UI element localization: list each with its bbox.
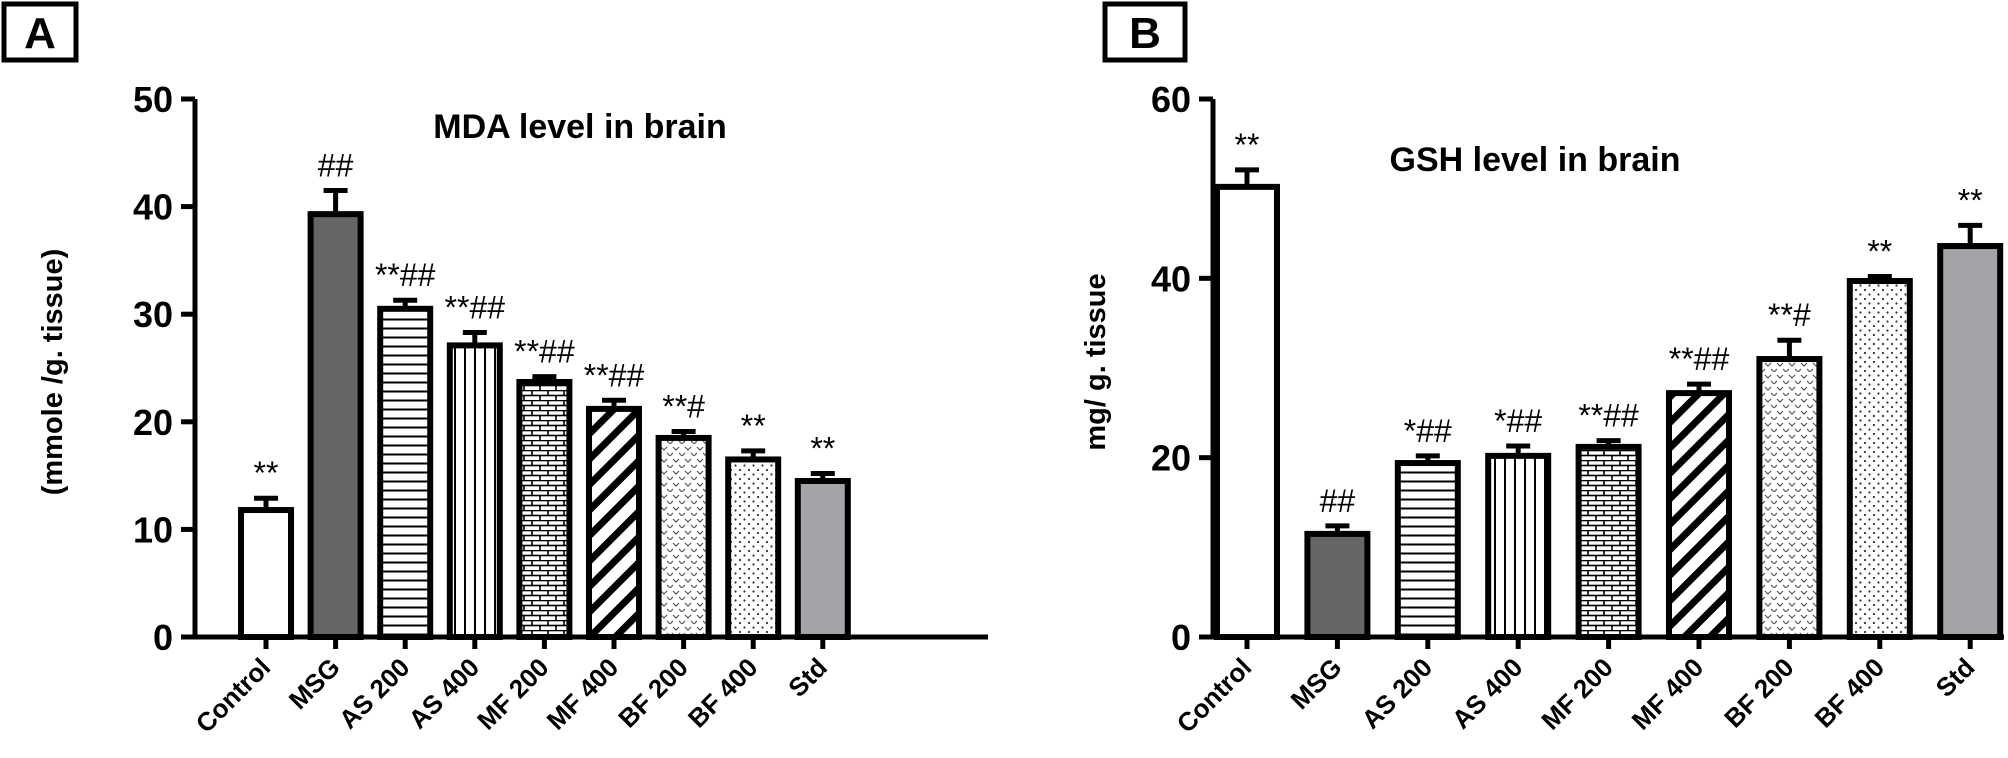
significance-label: **# [1768, 297, 1811, 333]
panel-label-box [1102, 1, 1188, 63]
significance-label: *## [1404, 413, 1452, 449]
bar [586, 405, 642, 640]
y-axis-ticks: 0 10 20 30 40 50 [133, 79, 195, 658]
y-tick-label: 20 [1151, 438, 1191, 479]
bar [1666, 390, 1732, 640]
bar [1485, 452, 1552, 640]
significance-label: ** [1235, 127, 1260, 163]
bar [307, 211, 364, 641]
category-label: Std [1930, 652, 1981, 703]
bar [238, 507, 294, 641]
significance-label: ## [318, 147, 354, 183]
y-tick-label: 40 [1151, 258, 1191, 299]
y-tick-label: 20 [133, 402, 173, 443]
category-label: MF 200 [471, 652, 555, 736]
category-label: BF 400 [682, 652, 764, 734]
y-tick-label: 10 [133, 509, 173, 550]
category-label: BF 200 [1718, 652, 1800, 734]
panel-label: A [24, 9, 56, 58]
significance-labels: **##**##**##**##**##**#**** [254, 147, 836, 491]
significance-label: **## [514, 334, 575, 370]
panel-a: A MDA level in brain (mmole /g. tissue) … [1, 1, 988, 739]
category-label: MF 200 [1535, 652, 1619, 736]
category-label: Control [1171, 652, 1258, 739]
bar [1214, 183, 1280, 641]
significance-label: **# [662, 388, 705, 424]
y-axis-label: mg/ g. tissue [1080, 273, 1112, 450]
y-axis-label: (mmole /g. tissue) [37, 249, 69, 496]
category-label: BF 200 [612, 652, 694, 734]
significance-label: ## [1320, 483, 1356, 519]
category-label: MF 400 [541, 652, 625, 736]
y-tick-label: 40 [133, 187, 173, 228]
significance-labels: **##*## *## **##**##**#**** [1235, 127, 1983, 519]
bar [1304, 530, 1371, 641]
panel-label-box [1, 1, 79, 63]
significance-label: **## [584, 357, 645, 393]
bar [655, 434, 712, 640]
chart-title: GSH level in brain [1390, 141, 1681, 179]
category-label: Std [782, 652, 833, 703]
significance-label: ** [810, 430, 835, 466]
y-tick-label: 0 [1171, 617, 1191, 658]
significance-label: **## [1578, 398, 1639, 434]
category-label: AS 400 [1446, 652, 1529, 735]
significance-label: **## [375, 257, 436, 293]
y-tick-label: 50 [133, 79, 173, 120]
significance-label: ** [254, 455, 279, 491]
significance-label: ** [1867, 234, 1892, 270]
category-label: Control [190, 652, 277, 739]
category-label: MSG [1285, 652, 1348, 715]
panel-b: B GSH level in brain mg/ g. tissue 0 20 40… [1080, 1, 2004, 739]
bar [377, 305, 434, 640]
significance-label: ** [741, 408, 766, 444]
y-tick-label: 0 [153, 617, 173, 658]
significance-label: *## [1494, 403, 1542, 439]
panel-label: B [1129, 9, 1161, 58]
bar [1575, 443, 1642, 641]
y-axis-ticks: 0 20 40 60 [1151, 79, 1213, 658]
category-label: MSG [283, 652, 346, 715]
bar [1394, 460, 1461, 640]
significance-label: ** [1958, 182, 1983, 218]
bar [1756, 356, 1823, 640]
bar [725, 456, 782, 640]
chart-title: MDA level in brain [433, 108, 726, 146]
category-label: BF 400 [1809, 652, 1891, 734]
category-label: MF 400 [1626, 652, 1710, 736]
category-label: AS 200 [333, 652, 416, 735]
bars [1214, 167, 2004, 641]
bar [446, 342, 503, 640]
category-label: AS 400 [402, 652, 485, 735]
significance-label: **## [1669, 341, 1730, 377]
y-tick-label: 60 [1151, 79, 1191, 120]
category-label: AS 200 [1355, 652, 1438, 735]
bar [1937, 243, 2004, 640]
bar [794, 477, 851, 641]
bar [1846, 278, 1913, 640]
bar [516, 378, 573, 640]
significance-label: **## [445, 289, 506, 325]
y-tick-label: 30 [133, 294, 173, 335]
